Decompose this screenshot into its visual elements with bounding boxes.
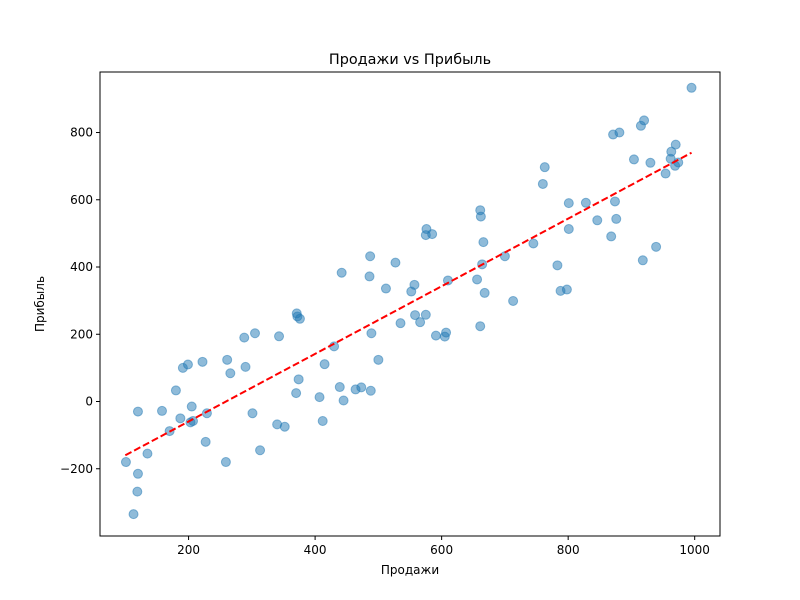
data-point [472, 274, 483, 285]
data-point [222, 354, 233, 365]
data-point [366, 328, 377, 339]
data-point [475, 321, 486, 332]
data-point [132, 486, 143, 497]
data-point [186, 401, 197, 412]
data-point [666, 146, 677, 157]
data-point [409, 279, 420, 290]
data-point [611, 213, 622, 224]
data-point [338, 395, 349, 406]
data-point [410, 310, 421, 321]
data-point [637, 255, 648, 266]
data-point [537, 178, 548, 189]
data-point [255, 445, 266, 456]
data-point [645, 157, 656, 168]
x-tick-label: 200 [177, 543, 200, 557]
data-point [580, 197, 591, 208]
y-tick-label: −200 [60, 462, 93, 476]
data-point [614, 127, 625, 138]
y-axis-ticks: −200 0 200 400 600 800 [60, 126, 100, 476]
data-point [293, 374, 304, 385]
data-point [639, 115, 650, 126]
data-point [508, 295, 519, 306]
data-point [563, 198, 574, 209]
data-point [250, 328, 260, 339]
plot-area [120, 82, 697, 520]
data-point [660, 168, 671, 179]
data-point [606, 231, 617, 242]
x-axis-ticks: 200 400 600 800 1000 [177, 536, 710, 557]
data-point [380, 283, 391, 294]
chart-title: Продажи vs Прибыль [329, 52, 491, 68]
x-tick-label: 800 [557, 543, 580, 557]
data-point [430, 330, 441, 341]
axes-frame [99, 71, 721, 537]
x-tick-label: 1000 [679, 543, 710, 557]
data-point [132, 468, 143, 479]
data-point [364, 271, 375, 282]
data-point [197, 356, 208, 367]
data-point [420, 309, 431, 320]
data-point [220, 457, 231, 468]
data-point [373, 354, 384, 365]
data-point [157, 405, 167, 416]
data-point [539, 162, 550, 173]
data-point [120, 457, 131, 468]
data-point [314, 392, 325, 403]
y-tick-label: 200 [70, 327, 93, 341]
x-axis-label: Продажи [381, 563, 439, 577]
y-tick-label: 600 [70, 193, 93, 207]
data-point [563, 224, 574, 235]
trend-line [124, 151, 693, 457]
data-point [336, 267, 347, 278]
data-point [294, 313, 305, 324]
data-point [142, 448, 153, 459]
data-point [479, 287, 490, 298]
data-point [356, 382, 367, 393]
data-point [247, 408, 258, 419]
data-point [365, 251, 376, 262]
y-tick-label: 0 [85, 395, 93, 409]
data-point [609, 196, 620, 207]
data-point [291, 388, 302, 399]
y-tick-label: 400 [70, 260, 93, 274]
data-point [319, 359, 330, 370]
data-point [279, 421, 290, 432]
x-tick-label: 600 [430, 543, 453, 557]
data-point [592, 215, 603, 226]
data-point [170, 385, 181, 396]
data-point [274, 331, 285, 342]
data-point [317, 416, 328, 427]
data-point [390, 257, 401, 268]
data-point [670, 139, 681, 150]
data-point [552, 260, 563, 271]
data-point [334, 382, 345, 393]
data-point [528, 238, 539, 249]
data-point [200, 436, 211, 447]
data-point [225, 368, 236, 379]
data-point [239, 332, 250, 343]
data-point [441, 327, 452, 338]
data-point [240, 361, 251, 372]
x-tick-label: 400 [304, 543, 327, 557]
data-point [651, 241, 662, 252]
data-point [561, 284, 572, 295]
data-point [478, 237, 489, 248]
data-point [175, 413, 186, 424]
y-tick-label: 800 [70, 126, 93, 140]
y-axis-label: Прибыль [33, 276, 47, 332]
data-point [628, 154, 639, 165]
data-point [128, 509, 139, 520]
data-point [475, 211, 486, 222]
data-point [427, 229, 438, 240]
data-point [132, 406, 143, 417]
data-point [365, 385, 376, 396]
data-point [182, 359, 193, 370]
data-point [395, 318, 406, 329]
data-point [686, 82, 697, 93]
data-point [415, 317, 426, 328]
